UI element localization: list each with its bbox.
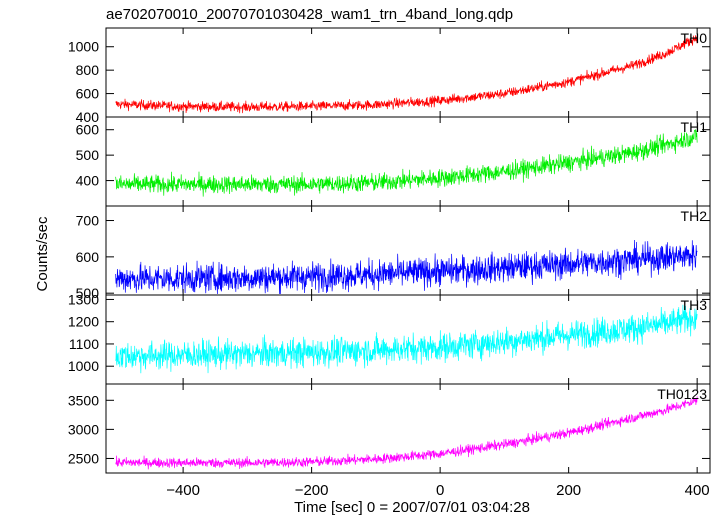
series-line-th3	[115, 304, 698, 374]
panel-frame	[105, 383, 711, 474]
y-tick-label: 600	[76, 249, 100, 265]
chart-title: ae702070010_20070701030428_wam1_trn_4ban…	[106, 6, 513, 23]
panel-th3: 1000 1100 1200 1300 TH3	[68, 291, 711, 385]
x-tick-label: 0	[436, 482, 444, 499]
y-tick-label: 3500	[68, 392, 99, 408]
y-tick-label: 1300	[68, 291, 99, 307]
y-tick-label: 400	[76, 109, 100, 125]
x-axis-label: Time [sec] 0 = 2007/07/01 03:04:28	[294, 499, 530, 516]
y-tick-label: 600	[76, 122, 100, 138]
y-axis-label: Counts/sec	[34, 216, 51, 292]
series-line-th0	[115, 35, 698, 114]
panel-label: TH3	[681, 297, 708, 313]
y-tick-label: 800	[76, 62, 100, 78]
y-tick-label: 600	[76, 86, 100, 102]
series-line-th1	[115, 129, 698, 197]
y-tick-label: 2500	[68, 450, 99, 466]
y-tick-label: 1000	[68, 358, 99, 374]
panel-th2: 500 600 700 TH2	[76, 205, 711, 301]
series-line-th2	[115, 240, 698, 295]
panel-label: TH0123	[657, 386, 707, 402]
panel-th1: 400 500 600 TH1	[76, 116, 711, 207]
y-tick-label: 700	[76, 213, 100, 229]
y-tick-label: 500	[76, 147, 100, 163]
x-tick-label: 200	[556, 482, 581, 499]
y-tick-label: 500	[76, 285, 100, 301]
y-tick-label: 3000	[68, 421, 99, 437]
y-tick-label: 1100	[69, 336, 99, 352]
y-tick-label: 400	[76, 173, 100, 189]
x-tick-label: −200	[295, 482, 329, 499]
y-tick-label: 1200	[68, 314, 99, 330]
panel-frame	[105, 27, 711, 118]
y-tick-label: 1000	[68, 39, 99, 55]
x-tick-label: 400	[685, 482, 710, 499]
panel-th0123: 2500 3000 3500 TH0123	[68, 383, 711, 474]
panel-label: TH2	[681, 208, 708, 224]
panel-label: TH1	[681, 119, 708, 135]
panel-th0: 400 600 800 1000 TH0	[68, 27, 711, 125]
series-line-th0123	[115, 396, 698, 470]
panel-label: TH0	[681, 30, 708, 46]
x-tick-label: −400	[166, 482, 200, 499]
